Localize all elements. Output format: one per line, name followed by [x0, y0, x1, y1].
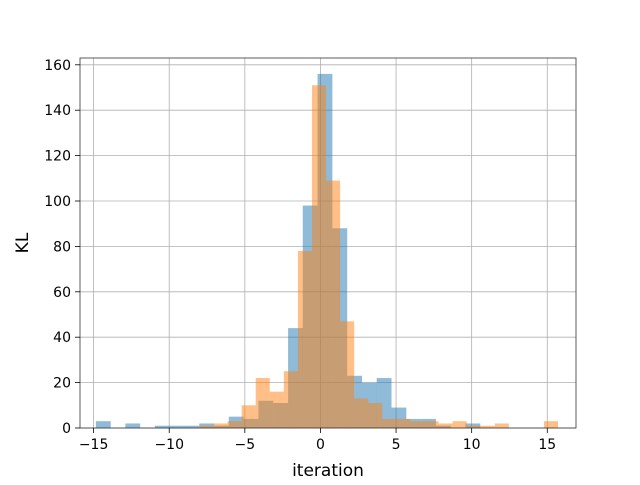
histogram-bar-series-1	[154, 425, 170, 428]
y-tick-label: 160	[44, 58, 71, 74]
x-tick-label: 5	[392, 437, 401, 453]
histogram-bar-series-2	[410, 421, 425, 428]
histogram-bar-series-2	[438, 423, 453, 428]
histogram-bar-series-2	[326, 180, 341, 428]
plot-frame	[79, 57, 577, 429]
histogram-bar-series-2	[297, 250, 312, 428]
histogram-bar-series-2	[269, 391, 284, 428]
histogram-bar-series-1	[125, 423, 141, 428]
histogram-bar-series-2	[283, 371, 298, 428]
x-tick-label: −5	[235, 437, 256, 453]
histogram-bar-series-2	[241, 405, 256, 428]
histogram-bar-series-2	[213, 423, 228, 428]
y-tick-label: 20	[53, 376, 71, 392]
x-tick-label: 15	[538, 437, 556, 453]
histogram-bar-series-2	[452, 421, 467, 428]
x-tick-label: 10	[463, 437, 481, 453]
histogram-bar-series-1	[465, 423, 481, 428]
histogram-bar-series-1	[199, 423, 215, 428]
histogram-bar-series-1	[184, 425, 200, 428]
histogram-bar-series-2	[227, 421, 242, 428]
histogram-bar-series-2	[199, 425, 214, 428]
axis-ticks: −15 −10 −5 0 5 10 15 0 20 40 60 80 100 120 140 160	[44, 58, 556, 453]
histogram-bar-series-2	[466, 425, 481, 428]
histogram-bar-series-2	[368, 403, 383, 428]
x-tick-label: 0	[316, 437, 325, 453]
histogram-bar-series-2	[543, 421, 559, 428]
y-tick-label: 100	[44, 194, 71, 210]
y-axis-label: KL	[13, 232, 33, 253]
histogram-bar-series-2	[354, 398, 369, 428]
y-tick-label: 80	[53, 239, 71, 255]
y-tick-label: 140	[44, 103, 71, 119]
y-tick-label: 120	[44, 149, 71, 165]
histogram-bar-series-2	[494, 423, 509, 428]
histogram-bar-series-2	[396, 418, 411, 428]
histogram-bar-series-2	[255, 378, 270, 428]
histogram-bars	[95, 73, 559, 429]
x-tick-label: −15	[79, 437, 109, 453]
histogram-bar-series-2	[311, 85, 327, 429]
histogram-bar-series-2	[340, 321, 355, 428]
y-tick-label: 0	[62, 421, 71, 437]
histogram-bar-series-2	[382, 418, 397, 428]
x-tick-label: −10	[154, 437, 184, 453]
histogram-bar-series-1	[169, 425, 185, 428]
x-axis-label: iteration	[292, 461, 364, 480]
histogram-bar-series-2	[480, 425, 495, 428]
histogram-bar-series-1	[95, 421, 111, 428]
y-tick-label: 60	[53, 285, 71, 301]
histogram-bar-series-2	[424, 421, 439, 428]
y-tick-label: 40	[53, 330, 71, 346]
